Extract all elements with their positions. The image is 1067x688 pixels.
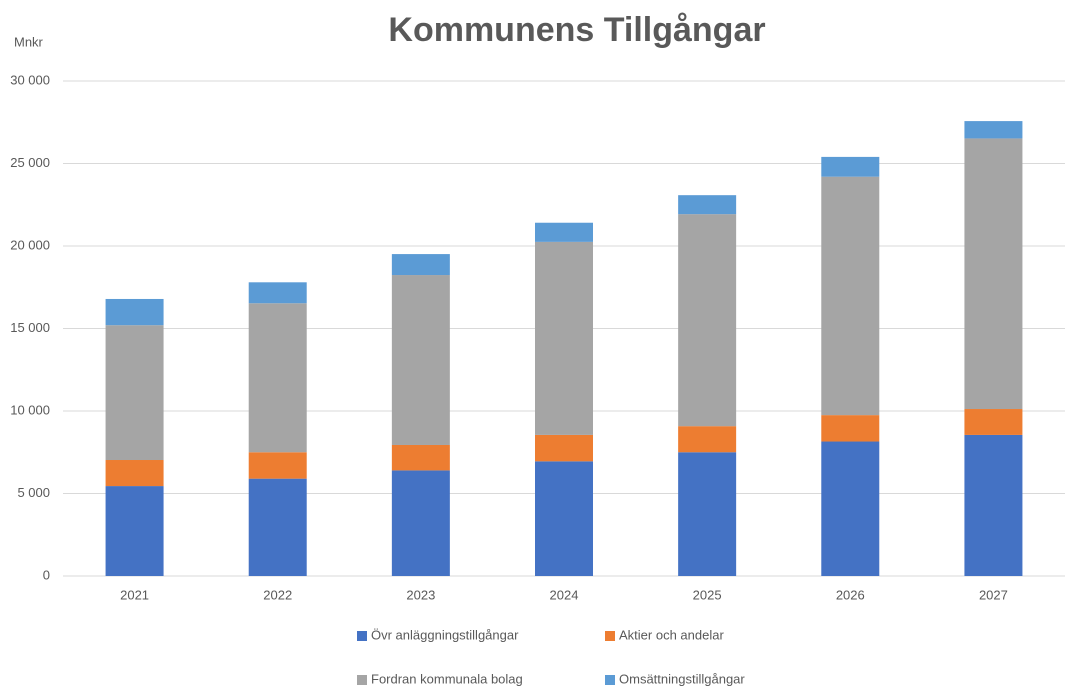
bar-segment bbox=[391, 275, 450, 445]
bar-segment bbox=[105, 325, 164, 461]
bar-segment bbox=[105, 298, 164, 326]
bar-segment bbox=[964, 434, 1023, 576]
bar-segment bbox=[391, 470, 450, 576]
legend-marker bbox=[357, 675, 367, 685]
x-tick-label: 2025 bbox=[693, 587, 722, 602]
legend-label: Aktier och andelar bbox=[619, 627, 724, 642]
bar-segment bbox=[535, 461, 593, 576]
y-tick-label: 20 000 bbox=[10, 237, 50, 252]
bar-segment bbox=[678, 214, 737, 427]
bar-segment bbox=[248, 303, 307, 453]
bar-segment bbox=[535, 434, 593, 462]
x-tick-label: 2024 bbox=[550, 587, 579, 602]
bar-segment bbox=[821, 176, 880, 416]
bar-segment bbox=[964, 138, 1023, 410]
bar-segment bbox=[964, 409, 1023, 435]
y-tick-label: 25 000 bbox=[10, 155, 50, 170]
x-tick-label: 2022 bbox=[263, 587, 292, 602]
chart-title: Kommunens Tillgångar bbox=[388, 11, 765, 49]
bar-segment bbox=[535, 222, 593, 242]
bar-segment bbox=[105, 460, 164, 487]
legend-marker bbox=[357, 631, 367, 641]
bar-segment bbox=[391, 444, 450, 471]
legend-marker bbox=[605, 631, 615, 641]
bar-segment bbox=[821, 156, 880, 177]
bar-segment bbox=[964, 121, 1023, 139]
x-tick-label: 2021 bbox=[120, 587, 149, 602]
y-tick-label: 0 bbox=[43, 567, 50, 582]
y-tick-label: 5 000 bbox=[17, 485, 50, 500]
x-tick-label: 2027 bbox=[979, 587, 1008, 602]
bar-segment bbox=[678, 452, 737, 576]
y-tick-label: 30 000 bbox=[10, 72, 50, 87]
y-tick-label: 15 000 bbox=[10, 320, 50, 335]
legend-label: Övr anläggningstillgångar bbox=[371, 627, 519, 642]
x-tick-label: 2023 bbox=[406, 587, 435, 602]
legend-marker bbox=[605, 675, 615, 685]
y-tick-label: 10 000 bbox=[10, 402, 50, 417]
legend-label: Omsättningstillgångar bbox=[619, 671, 745, 686]
bar-segment bbox=[105, 486, 164, 576]
x-tick-label: 2026 bbox=[836, 587, 865, 602]
bar-segment bbox=[535, 241, 593, 435]
y-axis-label: Mnkr bbox=[14, 34, 44, 49]
bar-segment bbox=[391, 254, 450, 276]
bar-segment bbox=[248, 452, 307, 479]
bar-segment bbox=[821, 441, 880, 576]
bar-segment bbox=[248, 282, 307, 304]
bar-segment bbox=[821, 415, 880, 442]
bar-segment bbox=[678, 426, 737, 453]
bar-segment bbox=[248, 478, 307, 576]
bar-segment bbox=[678, 195, 737, 215]
legend-label: Fordran kommunala bolag bbox=[371, 671, 523, 686]
